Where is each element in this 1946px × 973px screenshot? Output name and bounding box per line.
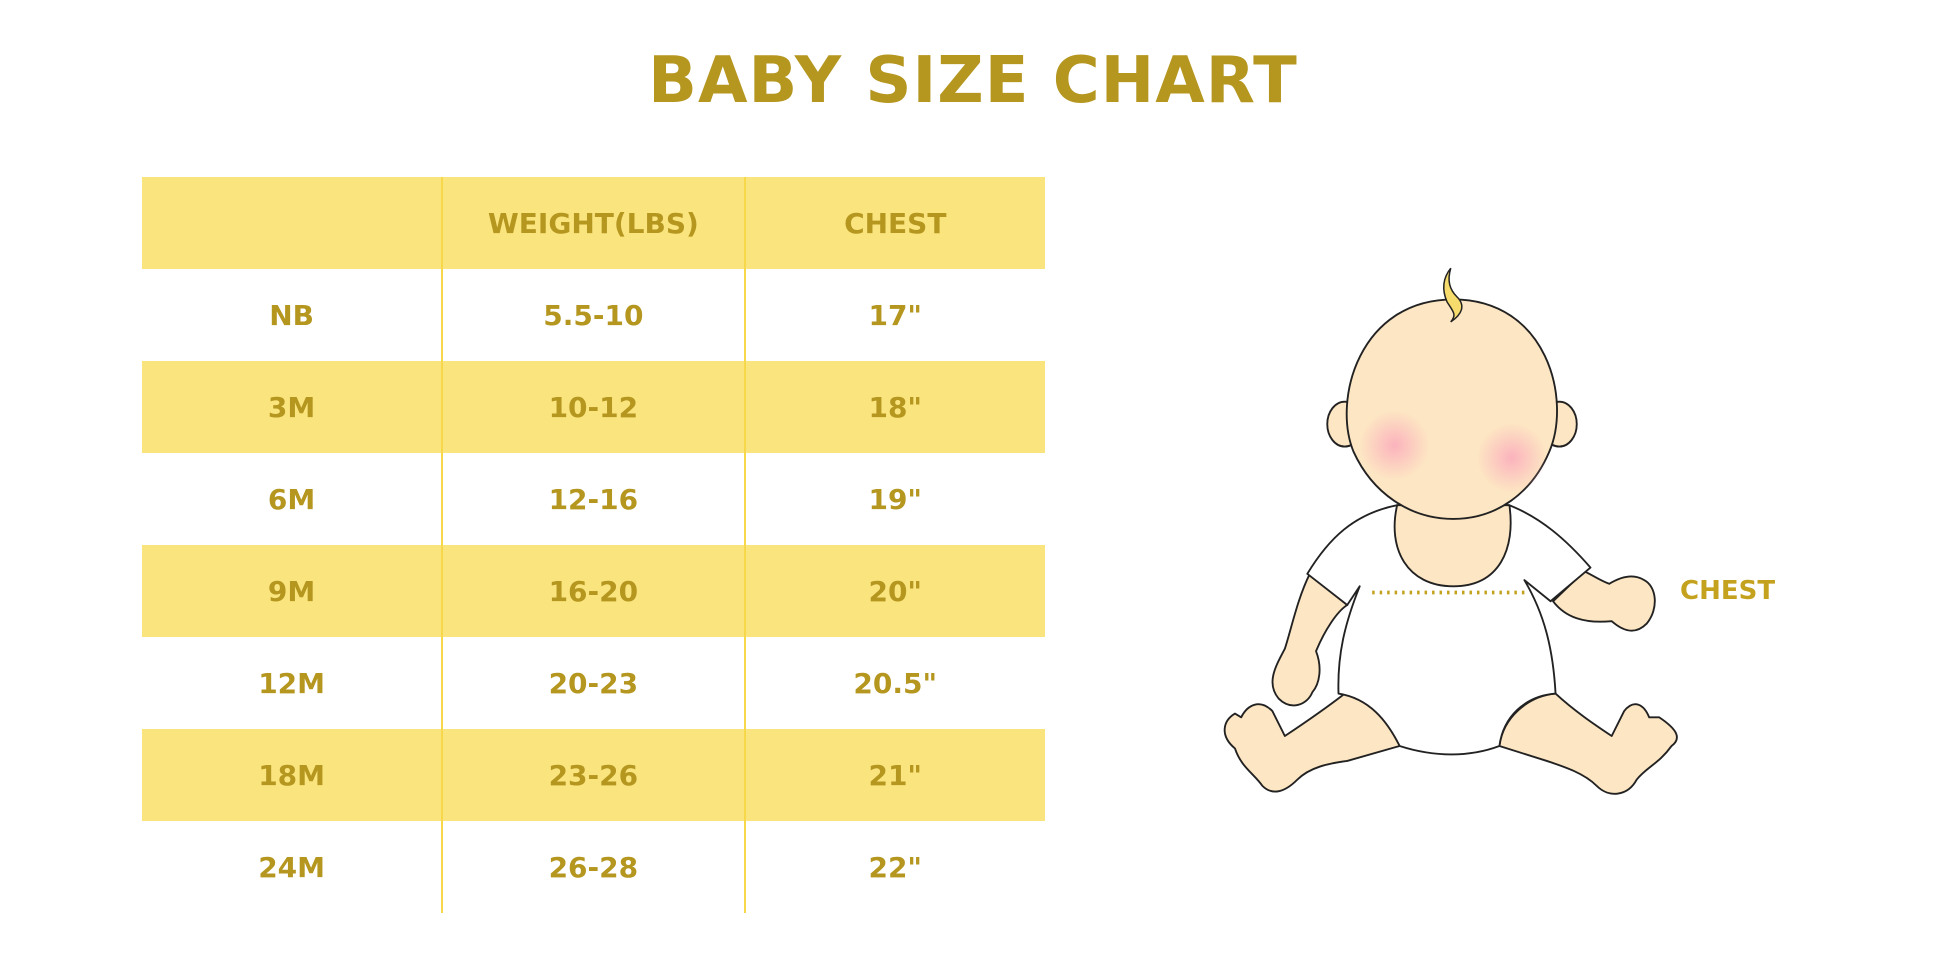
hair-tuft (1443, 267, 1463, 323)
size-cell: NB (269, 298, 314, 332)
table-row: 12M 20-23 20.5" (142, 637, 1045, 729)
header-cell-size (142, 177, 443, 269)
size-table: WEIGHT(LBS) CHEST NB 5.5-10 17" 3M 10-12 18"… (142, 177, 1045, 913)
table-header-row: WEIGHT(LBS) CHEST (142, 177, 1045, 269)
chest-cell: 18" (743, 361, 1045, 453)
size-cell: 24M (258, 850, 326, 884)
header-cell-chest: CHEST (743, 177, 1045, 269)
header-cell-weight: WEIGHT(LBS) (441, 177, 745, 269)
weight-cell: 26-28 (441, 821, 745, 913)
chest-label: CHEST (1680, 576, 1776, 606)
chest-cell: 17" (743, 269, 1045, 361)
size-cell: 6M (267, 482, 316, 516)
right-cheek (1476, 422, 1547, 493)
size-cell: 3M (142, 361, 443, 453)
chest-cell: 20" (743, 545, 1045, 637)
page-title: BABY SIZE CHART (648, 44, 1298, 118)
left-leg (1223, 692, 1401, 793)
table-row: 6M 12-16 19" (142, 453, 1045, 545)
neck (1393, 504, 1512, 588)
weight-cell: 12-16 (441, 453, 745, 545)
table-row: 24M 26-28 22" (142, 821, 1045, 913)
chest-cell: 22" (743, 821, 1045, 913)
left-cheek (1359, 410, 1430, 481)
size-cell: 18M (142, 729, 443, 821)
table-row: NB 5.5-10 17" (142, 269, 1045, 361)
size-cell: 12M (258, 666, 326, 700)
onesie (1306, 504, 1592, 756)
left-arm (1271, 572, 1349, 707)
chest-cell: 21" (743, 729, 1045, 821)
table-row: 18M 23-26 21" (142, 729, 1045, 821)
weight-cell: 10-12 (441, 361, 745, 453)
table-row: 3M 10-12 18" (142, 361, 1045, 453)
weight-cell: 23-26 (441, 729, 745, 821)
table-row: 9M 16-20 20" (142, 545, 1045, 637)
right-arm (1552, 570, 1656, 632)
right-leg (1498, 692, 1678, 795)
size-cell: 9M (142, 545, 443, 637)
weight-cell: 20-23 (441, 637, 745, 729)
weight-cell: 5.5-10 (441, 269, 745, 361)
chest-cell: 19" (743, 453, 1045, 545)
chest-cell: 20.5" (743, 637, 1045, 729)
weight-cell: 16-20 (441, 545, 745, 637)
